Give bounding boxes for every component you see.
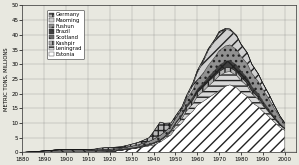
Y-axis label: METRIC TONS, MILLIONS: METRIC TONS, MILLIONS (4, 47, 8, 111)
Legend: Germany, Maoming, Fushun, Brazil, Scotland, Kashpir, Leningrad, Estonia: Germany, Maoming, Fushun, Brazil, Scotla… (47, 10, 85, 59)
